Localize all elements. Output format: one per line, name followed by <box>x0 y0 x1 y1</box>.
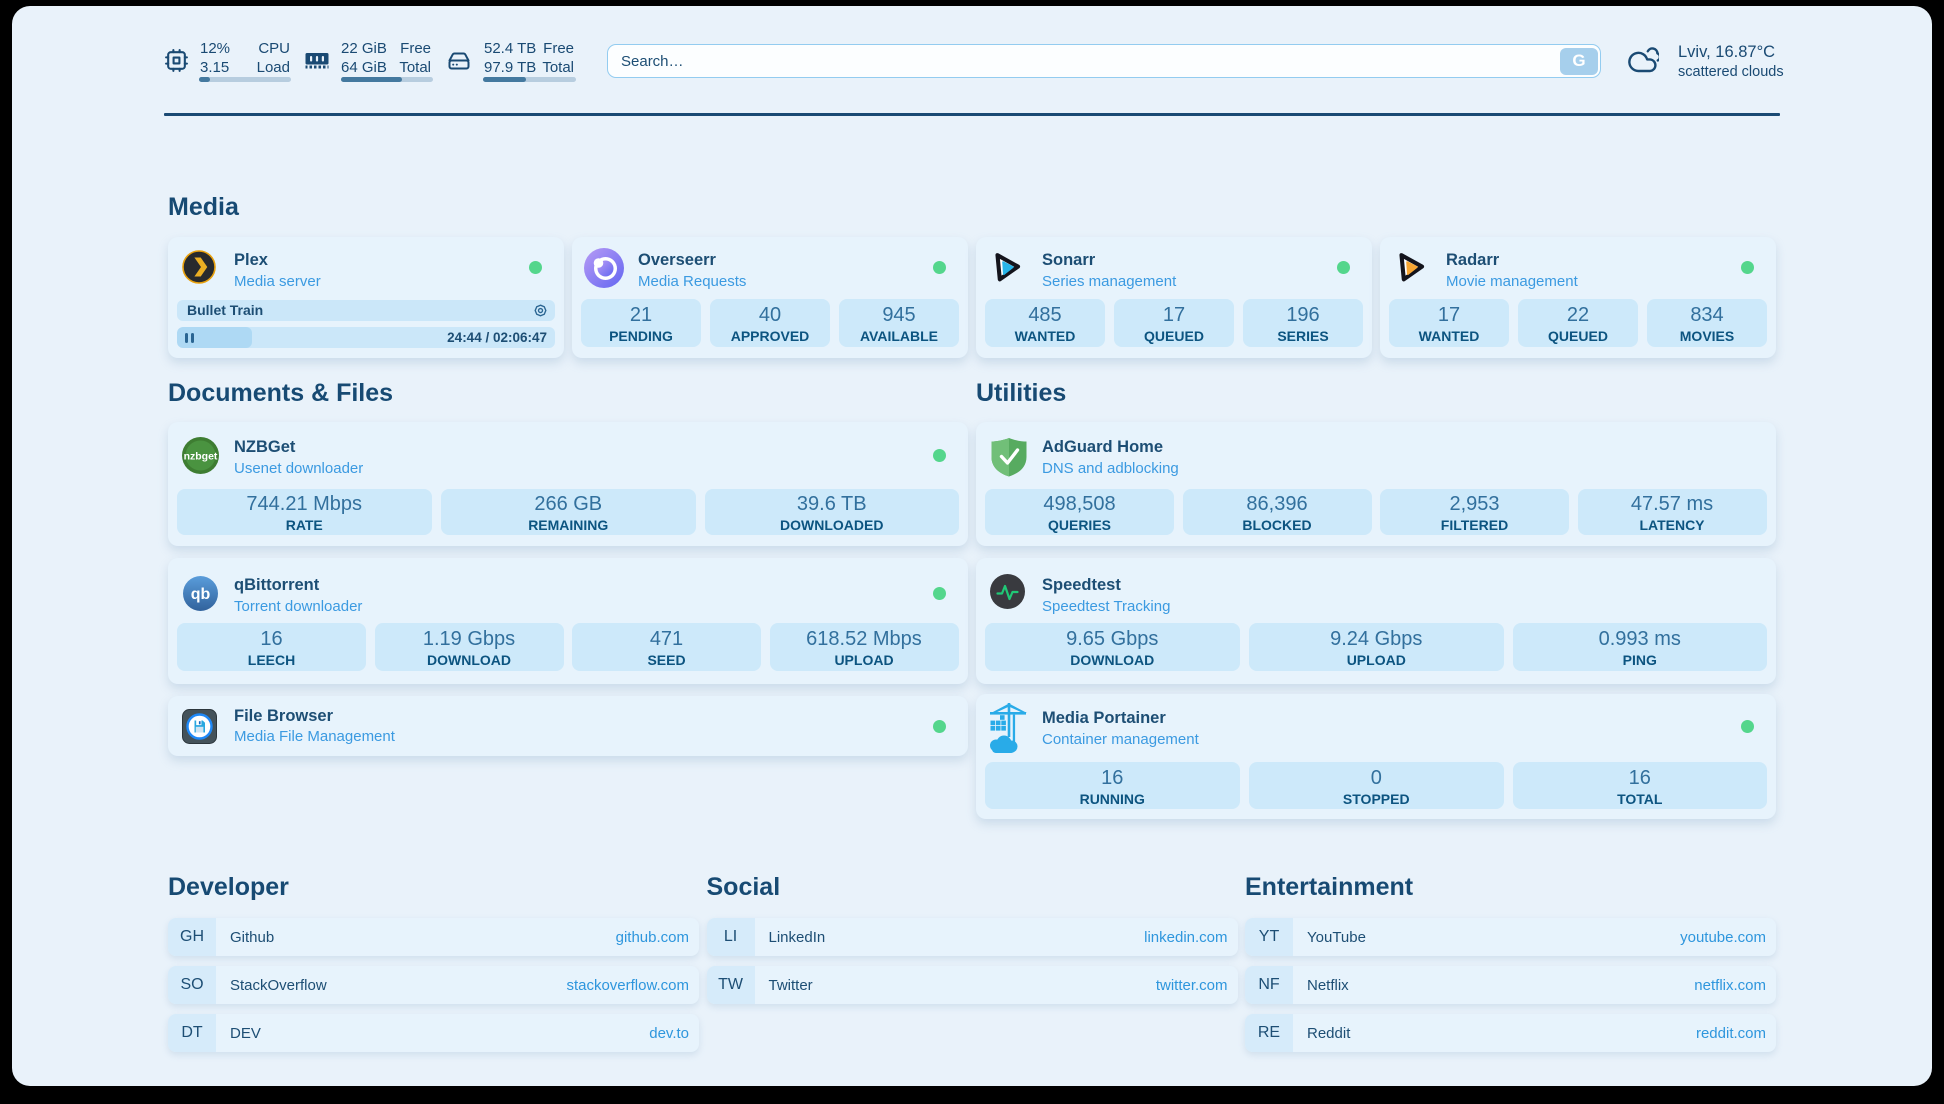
svg-text:qb: qb <box>191 586 211 603</box>
svg-text:nzbget: nzbget <box>184 451 218 463</box>
